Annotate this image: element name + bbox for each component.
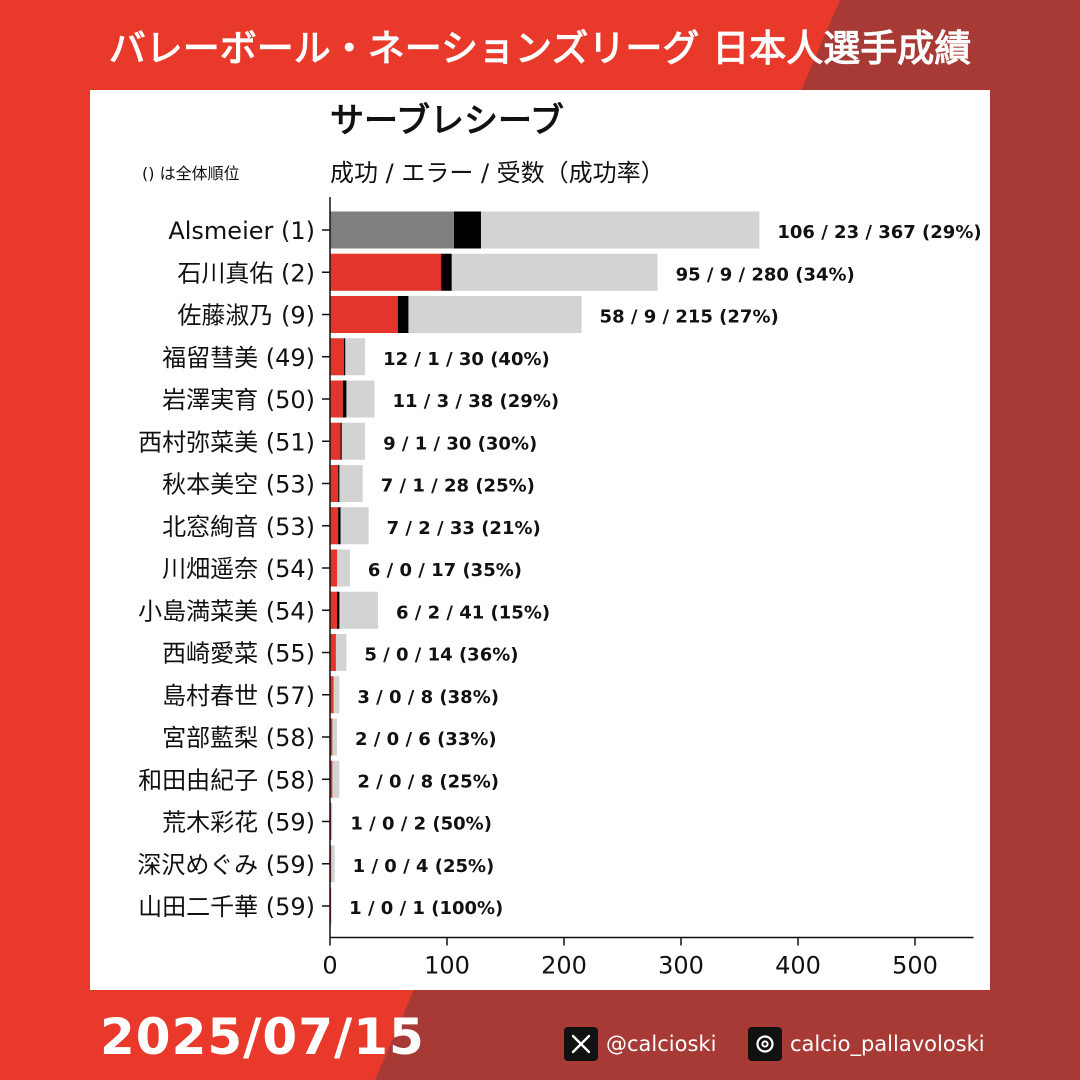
bar-success [330, 338, 345, 376]
category-label: 深沢めぐみ (59) [137, 851, 315, 879]
category-label: 川畑遥奈 (54) [162, 555, 315, 583]
data-label: 5 / 0 / 14 (36%) [364, 645, 518, 666]
bar-attempts [330, 718, 338, 756]
category-label: 和田由紀子 (58) [138, 766, 315, 794]
bar-error [337, 591, 340, 629]
data-label: 1 / 0 / 1 (100%) [349, 898, 503, 919]
data-label: 1 / 0 / 4 (25%) [353, 856, 495, 877]
chart-title: サーブレシーブ [330, 101, 564, 141]
data-label: 3 / 0 / 8 (38%) [357, 687, 499, 708]
data-label: 58 / 9 / 215 (27%) [600, 307, 779, 328]
bar-attempts [330, 676, 340, 714]
data-label: 11 / 3 / 38 (29%) [392, 391, 559, 412]
data-label: 1 / 0 / 2 (50%) [350, 814, 492, 835]
x-tick-label: 300 [658, 952, 704, 980]
bar-success [330, 422, 341, 460]
rank-note: () は全体順位 [142, 164, 240, 183]
date-label: 2025/07/15 [100, 1008, 425, 1066]
bar-success [330, 676, 334, 714]
bar-success [330, 634, 336, 671]
x-tick-label: 200 [541, 952, 587, 980]
x-handle: @calcioski [606, 1032, 717, 1056]
data-label: 9 / 1 / 30 (30%) [383, 433, 537, 454]
data-label: 106 / 23 / 367 (29%) [777, 222, 981, 243]
data-label: 6 / 0 / 17 (35%) [368, 560, 522, 581]
bar-attempts [330, 845, 335, 883]
category-label: 西崎愛菜 (55) [162, 640, 315, 668]
threads-social-link[interactable]: calcio_pallavoloski [748, 1026, 985, 1062]
data-label: 12 / 1 / 30 (40%) [383, 349, 550, 370]
x-tick-label: 500 [892, 952, 938, 980]
bar-error [344, 338, 346, 376]
bar-error [454, 211, 481, 249]
category-label: 小島満菜美 (54) [138, 597, 315, 625]
category-label: 山田二千華 (59) [138, 893, 315, 921]
bar-success [330, 380, 343, 418]
bar-success [330, 760, 333, 798]
bar-success [330, 253, 442, 291]
category-label: 荒木彩花 (59) [162, 809, 315, 837]
threads-handle: calcio_pallavoloski [790, 1032, 985, 1056]
category-label: 石川真佑 (2) [177, 259, 315, 287]
bar-success [330, 465, 339, 502]
chart-subtitle: 成功 / エラー / 受数（成功率） [330, 159, 665, 187]
bar-success [330, 296, 398, 333]
banner-title: バレーボール・ネーションズリーグ 日本人選手成績 [108, 27, 972, 70]
x-logo-icon [564, 1027, 598, 1061]
data-label: 7 / 2 / 33 (21%) [387, 518, 541, 539]
bar-error [338, 507, 341, 545]
category-label: 宮部藍梨 (58) [162, 724, 315, 752]
category-label: 西村弥菜美 (51) [138, 428, 315, 456]
data-label: 7 / 1 / 28 (25%) [381, 476, 535, 497]
data-label: 2 / 0 / 6 (33%) [355, 729, 497, 750]
bar-success [330, 718, 333, 756]
data-label: 6 / 2 / 41 (15%) [396, 602, 550, 623]
category-label: 秋本美空 (53) [162, 471, 315, 499]
category-label: 福留彗美 (49) [162, 344, 315, 372]
bar-attempts [330, 760, 340, 798]
bar-error [342, 380, 347, 418]
data-label: 2 / 0 / 8 (25%) [357, 771, 499, 792]
data-label: 95 / 9 / 280 (34%) [676, 264, 855, 285]
chart-card: サーブレシーブ成功 / エラー / 受数（成功率） () は全体順位 106 / 2… [90, 90, 990, 990]
bar-error [340, 422, 342, 460]
x-tick-label: 100 [424, 952, 470, 980]
x-tick-label: 400 [775, 952, 821, 980]
bar-error [397, 296, 409, 333]
bar-success [330, 591, 338, 629]
bar-success [330, 549, 338, 587]
threads-logo-icon [748, 1027, 782, 1061]
x-tick-label: 0 [322, 952, 337, 980]
bar-success [330, 507, 339, 545]
bar-error [338, 465, 340, 502]
bar-error [441, 253, 452, 291]
category-label: 岩澤実育 (50) [162, 386, 315, 414]
bar-success [330, 211, 455, 249]
category-label: Alsmeier (1) [168, 217, 315, 245]
category-label: 佐藤淑乃 (9) [177, 302, 315, 330]
x-social-link[interactable]: @calcioski [564, 1026, 716, 1062]
category-label: 島村春世 (57) [162, 682, 315, 710]
category-label: 北窓絢音 (53) [162, 513, 315, 541]
